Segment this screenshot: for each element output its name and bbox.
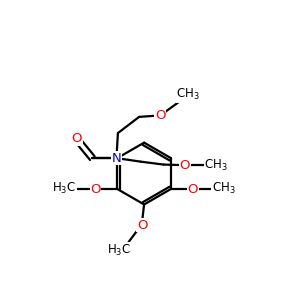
- Text: N: N: [112, 152, 121, 165]
- Text: CH$_3$: CH$_3$: [204, 158, 228, 173]
- Text: CH$_3$: CH$_3$: [212, 181, 236, 196]
- Text: CH$_3$: CH$_3$: [176, 87, 200, 102]
- Text: O: O: [155, 109, 166, 122]
- Text: H$_3$C: H$_3$C: [52, 181, 76, 196]
- Text: O: O: [179, 159, 190, 172]
- Text: O: O: [188, 182, 198, 196]
- Text: O: O: [71, 132, 82, 145]
- Text: H$_3$C: H$_3$C: [107, 243, 131, 258]
- Text: O: O: [137, 219, 148, 232]
- Text: O: O: [90, 182, 101, 196]
